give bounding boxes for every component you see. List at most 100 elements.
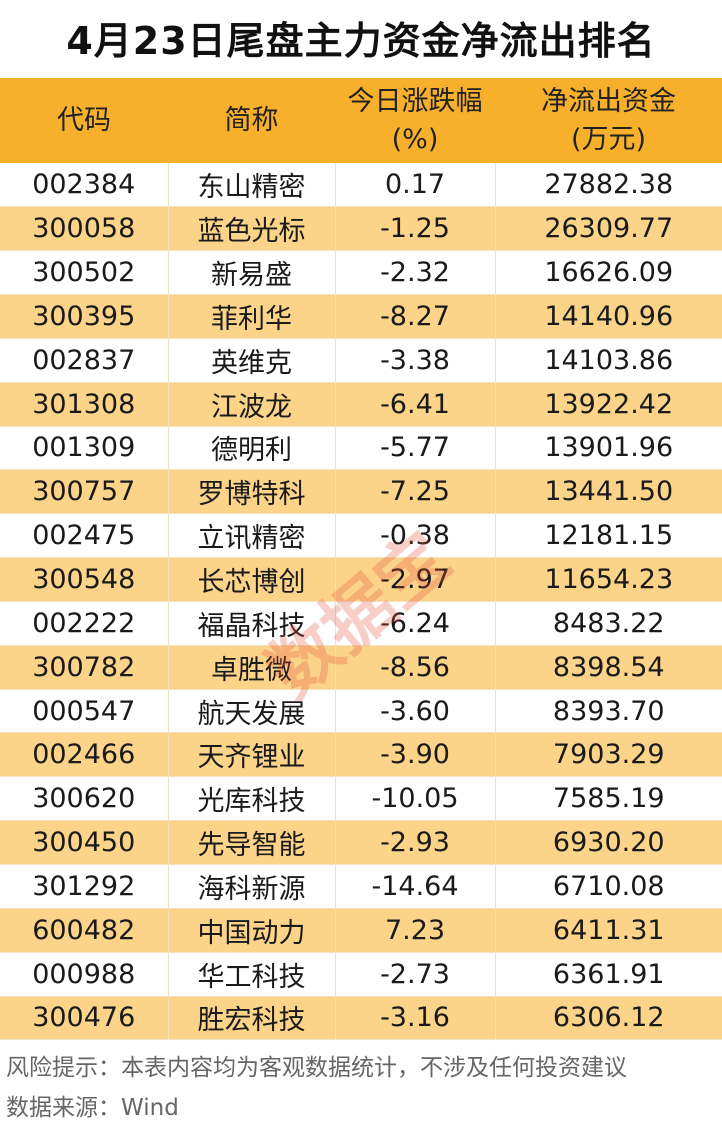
cell-change: -7.25 [335,469,496,515]
cell-change: 7.23 [335,908,496,953]
cell-change: -6.41 [335,382,496,427]
cell-name: 海科新源 [168,864,336,909]
data-source: 数据来源：Wind [6,1095,179,1122]
cell-change: -3.16 [335,996,496,1041]
cell-outflow: 6361.91 [495,952,722,997]
cell-name: 中国动力 [168,908,336,953]
cell-code: 300502 [0,250,169,296]
cell-change: -2.97 [335,557,496,602]
table-row: 000988 华工科技 -2.73 6361.91 [0,952,722,997]
cell-code: 300058 [0,206,169,252]
cell-change: -14.64 [335,864,496,909]
cell-outflow: 8483.22 [495,601,722,646]
cell-name: 航天发展 [168,689,336,734]
cell-name: 东山精密 [168,163,336,208]
cell-name: 英维克 [168,338,336,383]
cell-change: 0.17 [335,163,496,208]
cell-code: 600482 [0,908,169,953]
cell-code: 301292 [0,864,169,909]
cell-name: 光库科技 [168,776,336,822]
table-row: 300058 蓝色光标 -1.25 26309.77 [0,206,722,252]
cell-outflow: 16626.09 [495,250,722,296]
cell-code: 300395 [0,294,169,339]
table-row: 300782 卓胜微 -8.56 8398.54 [0,645,722,690]
cell-code: 002837 [0,338,169,383]
cell-code: 002475 [0,513,169,559]
cell-outflow: 6710.08 [495,864,722,909]
cell-outflow: 11654.23 [495,557,722,602]
cell-code: 301308 [0,382,169,427]
cell-name: 长芯博创 [168,557,336,602]
table-row: 301308 江波龙 -6.41 13922.42 [0,382,722,427]
outflow-table: 代码 简称 今日涨跌幅 (%) 净流出资金 (万元) 002384 东山精密 0.17 2… [0,78,722,1041]
table-row: 300502 新易盛 -2.32 16626.09 [0,250,722,296]
cell-name: 胜宏科技 [168,996,336,1041]
table-row: 301292 海科新源 -14.64 6710.08 [0,864,722,909]
cell-change: -2.73 [335,952,496,997]
cell-name: 蓝色光标 [168,206,336,252]
cell-code: 001309 [0,426,169,471]
cell-outflow: 27882.38 [495,163,722,208]
cell-name: 新易盛 [168,250,336,296]
risk-note: 风险提示：本表内容均为客观数据统计，不涉及任何投资建议 [6,1055,627,1082]
table-header-row: 代码 简称 今日涨跌幅 (%) 净流出资金 (万元) [0,78,722,163]
cell-code: 000547 [0,689,169,734]
cell-outflow: 8393.70 [495,689,722,734]
cell-outflow: 6306.12 [495,996,722,1041]
cell-change: -2.32 [335,250,496,296]
cell-outflow: 7903.29 [495,732,722,778]
cell-name: 罗博特科 [168,469,336,515]
cell-change: -5.77 [335,426,496,471]
cell-code: 002466 [0,732,169,778]
cell-name: 立讯精密 [168,513,336,559]
cell-outflow: 13441.50 [495,469,722,515]
cell-name: 卓胜微 [168,645,336,690]
header-code: 代码 [57,104,111,136]
cell-outflow: 13922.42 [495,382,722,427]
table-row: 300450 先导智能 -2.93 6930.20 [0,820,722,865]
page-title: 4月23日尾盘主力资金净流出排名 [66,19,656,63]
cell-change: -10.05 [335,776,496,822]
table-row: 002475 立讯精密 -0.38 12181.15 [0,513,722,559]
cell-name: 江波龙 [168,382,336,427]
cell-change: -3.90 [335,732,496,778]
table-row: 300757 罗博特科 -7.25 13441.50 [0,469,722,515]
cell-change: -8.56 [335,645,496,690]
cell-name: 天齐锂业 [168,732,336,778]
cell-code: 300757 [0,469,169,515]
header-outflow: 净流出资金 (万元) [541,85,676,155]
cell-name: 福晶科技 [168,601,336,646]
table-row: 001309 德明利 -5.77 13901.96 [0,426,722,471]
cell-code: 300476 [0,996,169,1041]
header-change: 今日涨跌幅 (%) [347,85,483,155]
header-name: 简称 [224,104,279,136]
table-row: 600482 中国动力 7.23 6411.31 [0,908,722,953]
table-row: 300620 光库科技 -10.05 7585.19 [0,776,722,822]
cell-outflow: 14103.86 [495,338,722,383]
cell-change: -6.24 [335,601,496,646]
cell-code: 300782 [0,645,169,690]
cell-change: -0.38 [335,513,496,559]
table-row: 002837 英维克 -3.38 14103.86 [0,338,722,383]
cell-outflow: 7585.19 [495,776,722,822]
cell-change: -3.60 [335,689,496,734]
table-row: 300548 长芯博创 -2.97 11654.23 [0,557,722,602]
table-row: 300476 胜宏科技 -3.16 6306.12 [0,996,722,1041]
cell-code: 300450 [0,820,169,865]
footer: 风险提示：本表内容均为客观数据统计，不涉及任何投资建议 数据来源：Wind [0,1040,722,1128]
cell-change: -2.93 [335,820,496,865]
table-row: 000547 航天发展 -3.60 8393.70 [0,689,722,734]
cell-name: 华工科技 [168,952,336,997]
cell-code: 002222 [0,601,169,646]
cell-code: 300548 [0,557,169,602]
table-row: 002466 天齐锂业 -3.90 7903.29 [0,732,722,778]
table-row: 002384 东山精密 0.17 27882.38 [0,163,722,208]
cell-outflow: 8398.54 [495,645,722,690]
cell-outflow: 26309.77 [495,206,722,252]
cell-outflow: 6411.31 [495,908,722,953]
cell-name: 先导智能 [168,820,336,865]
cell-change: -1.25 [335,206,496,252]
cell-code: 002384 [0,163,169,208]
cell-outflow: 14140.96 [495,294,722,339]
table-row: 300395 菲利华 -8.27 14140.96 [0,294,722,339]
